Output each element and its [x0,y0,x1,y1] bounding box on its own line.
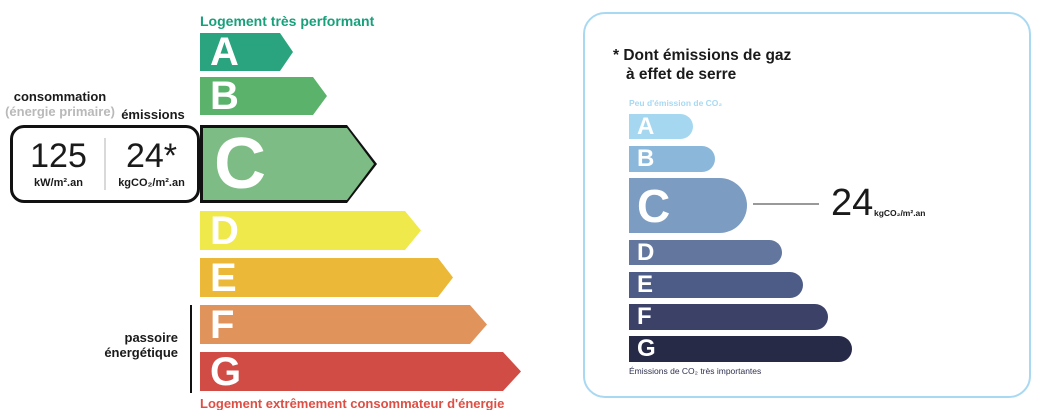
ges-class-bar-b: B [629,146,715,172]
consumption-cell: 125 kW/m².an [13,128,104,200]
energy-sieve-label: passoire énergétique [78,330,178,360]
energy-class-letter: G [210,349,242,394]
ges-value-connector-line [753,203,819,205]
ges-class-bar-e: E [629,272,803,298]
consumption-sublabel: (énergie primaire) [5,104,115,119]
emissions-value: 24* [125,137,178,175]
ges-class-bar-g: G [629,336,852,362]
emissions-label: émissions [121,107,185,122]
energy-sieve-bracket-line [190,305,192,393]
emissions-cell: 24* kgCO₂/m².an [106,128,197,200]
energy-class-letter: D [210,208,239,253]
ges-scale-bottom-label: Émissions de CO₂ très importantes [629,366,762,376]
energy-class-letter: E [210,255,237,300]
energy-class-arrow-g: G [200,352,521,391]
ges-class-bar-d: D [629,240,782,265]
ges-value-unit: kgCO₂/m².an [874,208,926,218]
ges-class-letter: E [637,271,654,298]
ges-class-letter: G [637,335,656,362]
ges-panel-title-line1: * Dont émissions de gaz [613,47,792,64]
energy-class-arrow-c-selected: C [200,125,377,203]
consumption-label: consommation [13,89,107,104]
energy-class-arrow-f: F [200,305,487,344]
emissions-unit: kgCO₂/m².an [118,177,185,189]
energy-class-letter: B [210,74,239,118]
energy-class-arrow-d: D [200,211,421,250]
ges-class-letter: F [637,303,652,330]
ges-class-bar-c-selected: C [629,178,747,233]
energy-class-letter-selected: C [214,124,266,204]
consumption-value: 125 [30,137,87,175]
value-box-divider [104,138,106,190]
energy-scale-bottom-label: Logement extrêmement consommateur d'éner… [200,396,505,410]
energy-scale-top-label: Logement très performant [200,13,375,29]
dpe-value-box: 125 kW/m².an 24* kgCO₂/m².an [10,125,200,203]
energy-class-arrow-b: B [200,77,327,115]
ges-class-letter-selected: C [637,179,671,232]
energy-class-letter: A [210,30,239,74]
energy-class-arrow-e: E [200,258,453,297]
ges-panel-title-line2: à effet de serre [626,66,737,83]
energy-sieve-label-line1: passoire [124,330,178,345]
energy-sieve-label-line2: énergétique [104,345,178,360]
energy-class-letter: F [210,302,235,347]
ges-class-letter: B [637,145,655,172]
ges-class-letter: D [637,238,655,266]
energy-class-arrow-c-fill: C [203,128,374,200]
ges-value: 24 [831,182,874,224]
ges-class-bar-a: A [629,114,693,139]
ges-class-bar-f: F [629,304,828,330]
ges-scale-top-label: Peu d'émission de CO₂ [629,98,723,108]
consumption-unit: kW/m².an [34,177,83,189]
energy-class-arrow-a: A [200,33,293,71]
ges-panel-title: * Dont émissions de gaz à effet de serre [613,46,791,84]
ges-class-letter: A [637,112,655,140]
